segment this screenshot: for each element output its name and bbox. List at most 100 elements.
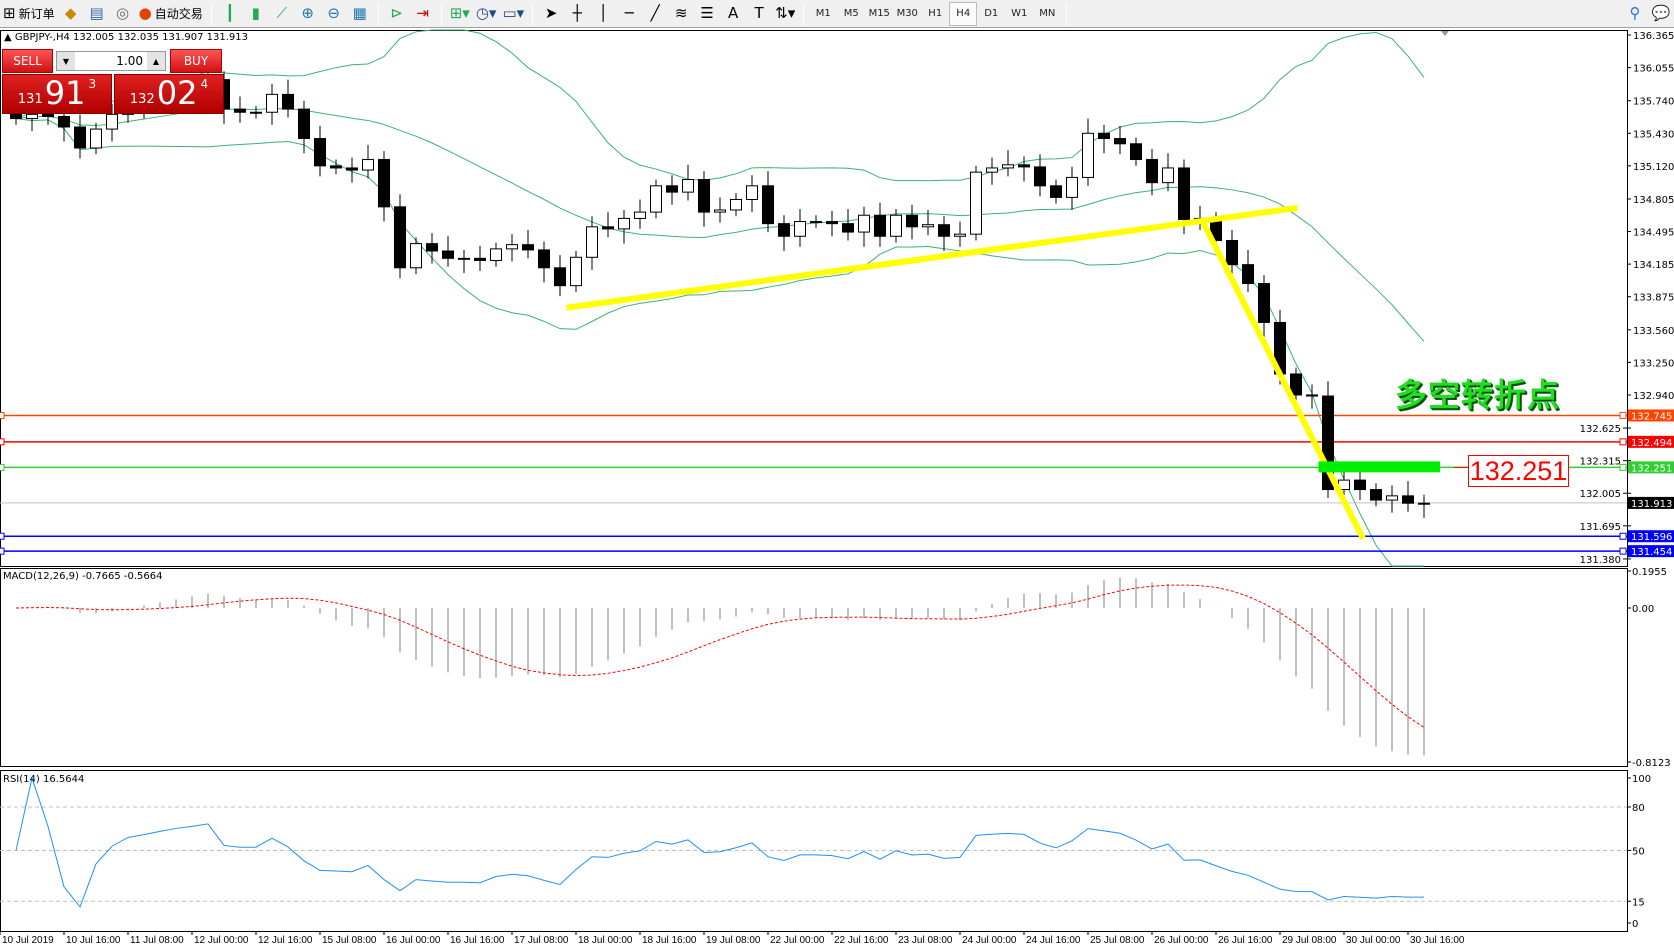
price-axis-label: 132.940 bbox=[1633, 391, 1674, 402]
tile-windows-button[interactable]: ▦ bbox=[347, 2, 373, 26]
cursor-button[interactable]: ➤ bbox=[538, 2, 564, 26]
vertical-line-button[interactable]: │ bbox=[590, 2, 616, 26]
fibonacci-button[interactable]: ≋ bbox=[668, 2, 694, 26]
timeframe-m15[interactable]: M15 bbox=[868, 8, 890, 19]
candle-body-bear bbox=[1050, 185, 1062, 198]
price-badge bbox=[1628, 545, 1674, 558]
candle bbox=[1402, 481, 1414, 512]
rsi-axis-label: 80 bbox=[1632, 803, 1645, 814]
time-axis-label: 24 Jul 00:00 bbox=[962, 935, 1017, 946]
candle-body-bear bbox=[1354, 479, 1366, 491]
autoscroll-icon: ⇥ bbox=[416, 4, 429, 22]
candle bbox=[490, 242, 502, 267]
candle-body-bear bbox=[234, 108, 246, 113]
auto-trading-button[interactable]: ● 自动交易 bbox=[138, 4, 203, 22]
indicators-button[interactable]: ⊞▾ bbox=[447, 2, 473, 26]
candlestick-icon: ▮ bbox=[251, 4, 260, 22]
line-handle bbox=[0, 532, 5, 540]
line-chart-button[interactable]: ⟋ bbox=[269, 2, 295, 26]
time-axis-label: 25 Jul 08:00 bbox=[1090, 935, 1145, 946]
search-icon: ⚲ bbox=[1629, 4, 1641, 22]
arrows-button[interactable]: ⇅▾ bbox=[772, 2, 798, 26]
signals-button[interactable]: ◎ bbox=[110, 2, 136, 26]
search-button[interactable]: ⚲ bbox=[1622, 2, 1648, 26]
crosshair-button[interactable]: ┼ bbox=[564, 2, 590, 26]
candle bbox=[954, 221, 966, 247]
timeframe-h4[interactable]: H4 bbox=[949, 1, 978, 26]
zoom-out-button[interactable]: ⊖ bbox=[321, 2, 347, 26]
candle-body-bear bbox=[538, 249, 550, 269]
timeframe-w1[interactable]: W1 bbox=[1011, 8, 1028, 19]
candle bbox=[826, 211, 838, 237]
horizontal-line-button[interactable]: ─ bbox=[616, 2, 642, 26]
autoscroll-button[interactable]: ⇥ bbox=[410, 2, 436, 26]
timeframe-h1[interactable]: H1 bbox=[928, 8, 943, 19]
candle-body-bear bbox=[426, 243, 438, 252]
navigator-icon: ▤ bbox=[89, 4, 104, 22]
navigator-button[interactable]: ▤ bbox=[84, 2, 110, 26]
bollinger-lower bbox=[15, 118, 1424, 567]
candle bbox=[842, 208, 854, 241]
bar-chart-button[interactable]: ┃ bbox=[217, 2, 243, 26]
candle bbox=[1306, 384, 1318, 409]
templates-button[interactable]: ▭▾ bbox=[499, 2, 527, 26]
chat-button[interactable]: 💬 bbox=[1648, 2, 1674, 26]
chart-shift-marker-icon bbox=[1441, 31, 1449, 36]
time-axis-label: 23 Jul 08:00 bbox=[898, 935, 953, 946]
candle bbox=[554, 255, 566, 297]
candle-body-bull bbox=[26, 113, 38, 120]
candle-body-bull bbox=[986, 167, 998, 173]
lot-value[interactable]: 1.00 bbox=[116, 54, 143, 68]
trendline-button[interactable]: ╱ bbox=[642, 2, 668, 26]
separator bbox=[1066, 2, 1068, 25]
timeframe-m5[interactable]: M5 bbox=[843, 8, 859, 19]
price-axis-label: 132.005 bbox=[1580, 489, 1621, 500]
candle-body-bear bbox=[1370, 489, 1382, 501]
symbol-ohlc: GBPJPY-,H4 132.005 132.035 131.907 131.9… bbox=[14, 32, 248, 43]
price-axis-label: 136.365 bbox=[1633, 31, 1674, 42]
text-label-button[interactable]: T bbox=[746, 2, 772, 26]
timeframe-d1[interactable]: D1 bbox=[984, 8, 999, 19]
candle-body-bull bbox=[106, 113, 118, 130]
timeframe-m1[interactable]: M1 bbox=[815, 8, 831, 19]
text-button[interactable]: A bbox=[720, 2, 746, 26]
candlestick-button[interactable]: ▮ bbox=[243, 2, 269, 26]
zoom-in-button[interactable]: ⊕ bbox=[295, 2, 321, 26]
new-order-button[interactable]: ⊞ 新订单 bbox=[3, 4, 55, 22]
chart-shift-icon: ⊳ bbox=[390, 4, 403, 22]
candle bbox=[298, 100, 310, 154]
panel-frame bbox=[0, 568, 1628, 767]
buy-price-pip: 4 bbox=[200, 77, 209, 91]
channel-button[interactable]: ☰ bbox=[694, 2, 720, 26]
candle-body-bear bbox=[394, 206, 406, 269]
candle bbox=[1258, 275, 1270, 338]
candle bbox=[442, 236, 454, 267]
candle-body-bull bbox=[890, 214, 902, 237]
timeframe-mn[interactable]: MN bbox=[1039, 8, 1056, 19]
bar-chart-icon: ┃ bbox=[225, 4, 235, 22]
price-axis-label: 131.695 bbox=[1580, 522, 1621, 533]
lot-decrease-icon[interactable]: ▼ bbox=[57, 52, 75, 70]
new-order-icon: ⊞ bbox=[3, 4, 16, 22]
buy-price-box[interactable]: 132 02 4 bbox=[114, 74, 224, 114]
reversal-point-annotation[interactable]: 多空转折点 bbox=[1395, 376, 1561, 414]
candle bbox=[474, 245, 486, 271]
time-axis-label: 10 Jul 2019 bbox=[2, 935, 54, 946]
candle bbox=[90, 122, 102, 155]
market-watch-button[interactable]: ◆ bbox=[58, 2, 84, 26]
periods-button[interactable]: ◷▾ bbox=[473, 2, 500, 26]
sell-price-box[interactable]: 131 91 3 bbox=[2, 74, 112, 114]
time-axis-label: 17 Jul 08:00 bbox=[514, 935, 569, 946]
zoom-in-icon: ⊕ bbox=[301, 4, 314, 22]
timeframe-m30[interactable]: M30 bbox=[896, 8, 918, 19]
price-label-annotation[interactable]: 132.251 bbox=[1468, 455, 1569, 487]
sell-button[interactable]: SELL bbox=[2, 49, 53, 73]
candle-body-bull bbox=[490, 248, 502, 261]
lot-size-field[interactable]: ▼ 1.00 ▲ bbox=[56, 51, 166, 71]
buy-button[interactable]: BUY bbox=[170, 49, 222, 73]
lot-increase-icon[interactable]: ▲ bbox=[147, 52, 165, 70]
market-watch-icon: ◆ bbox=[64, 4, 77, 22]
chart-shift-button[interactable]: ⊳ bbox=[384, 2, 410, 26]
candle-body-bull bbox=[1066, 176, 1078, 198]
